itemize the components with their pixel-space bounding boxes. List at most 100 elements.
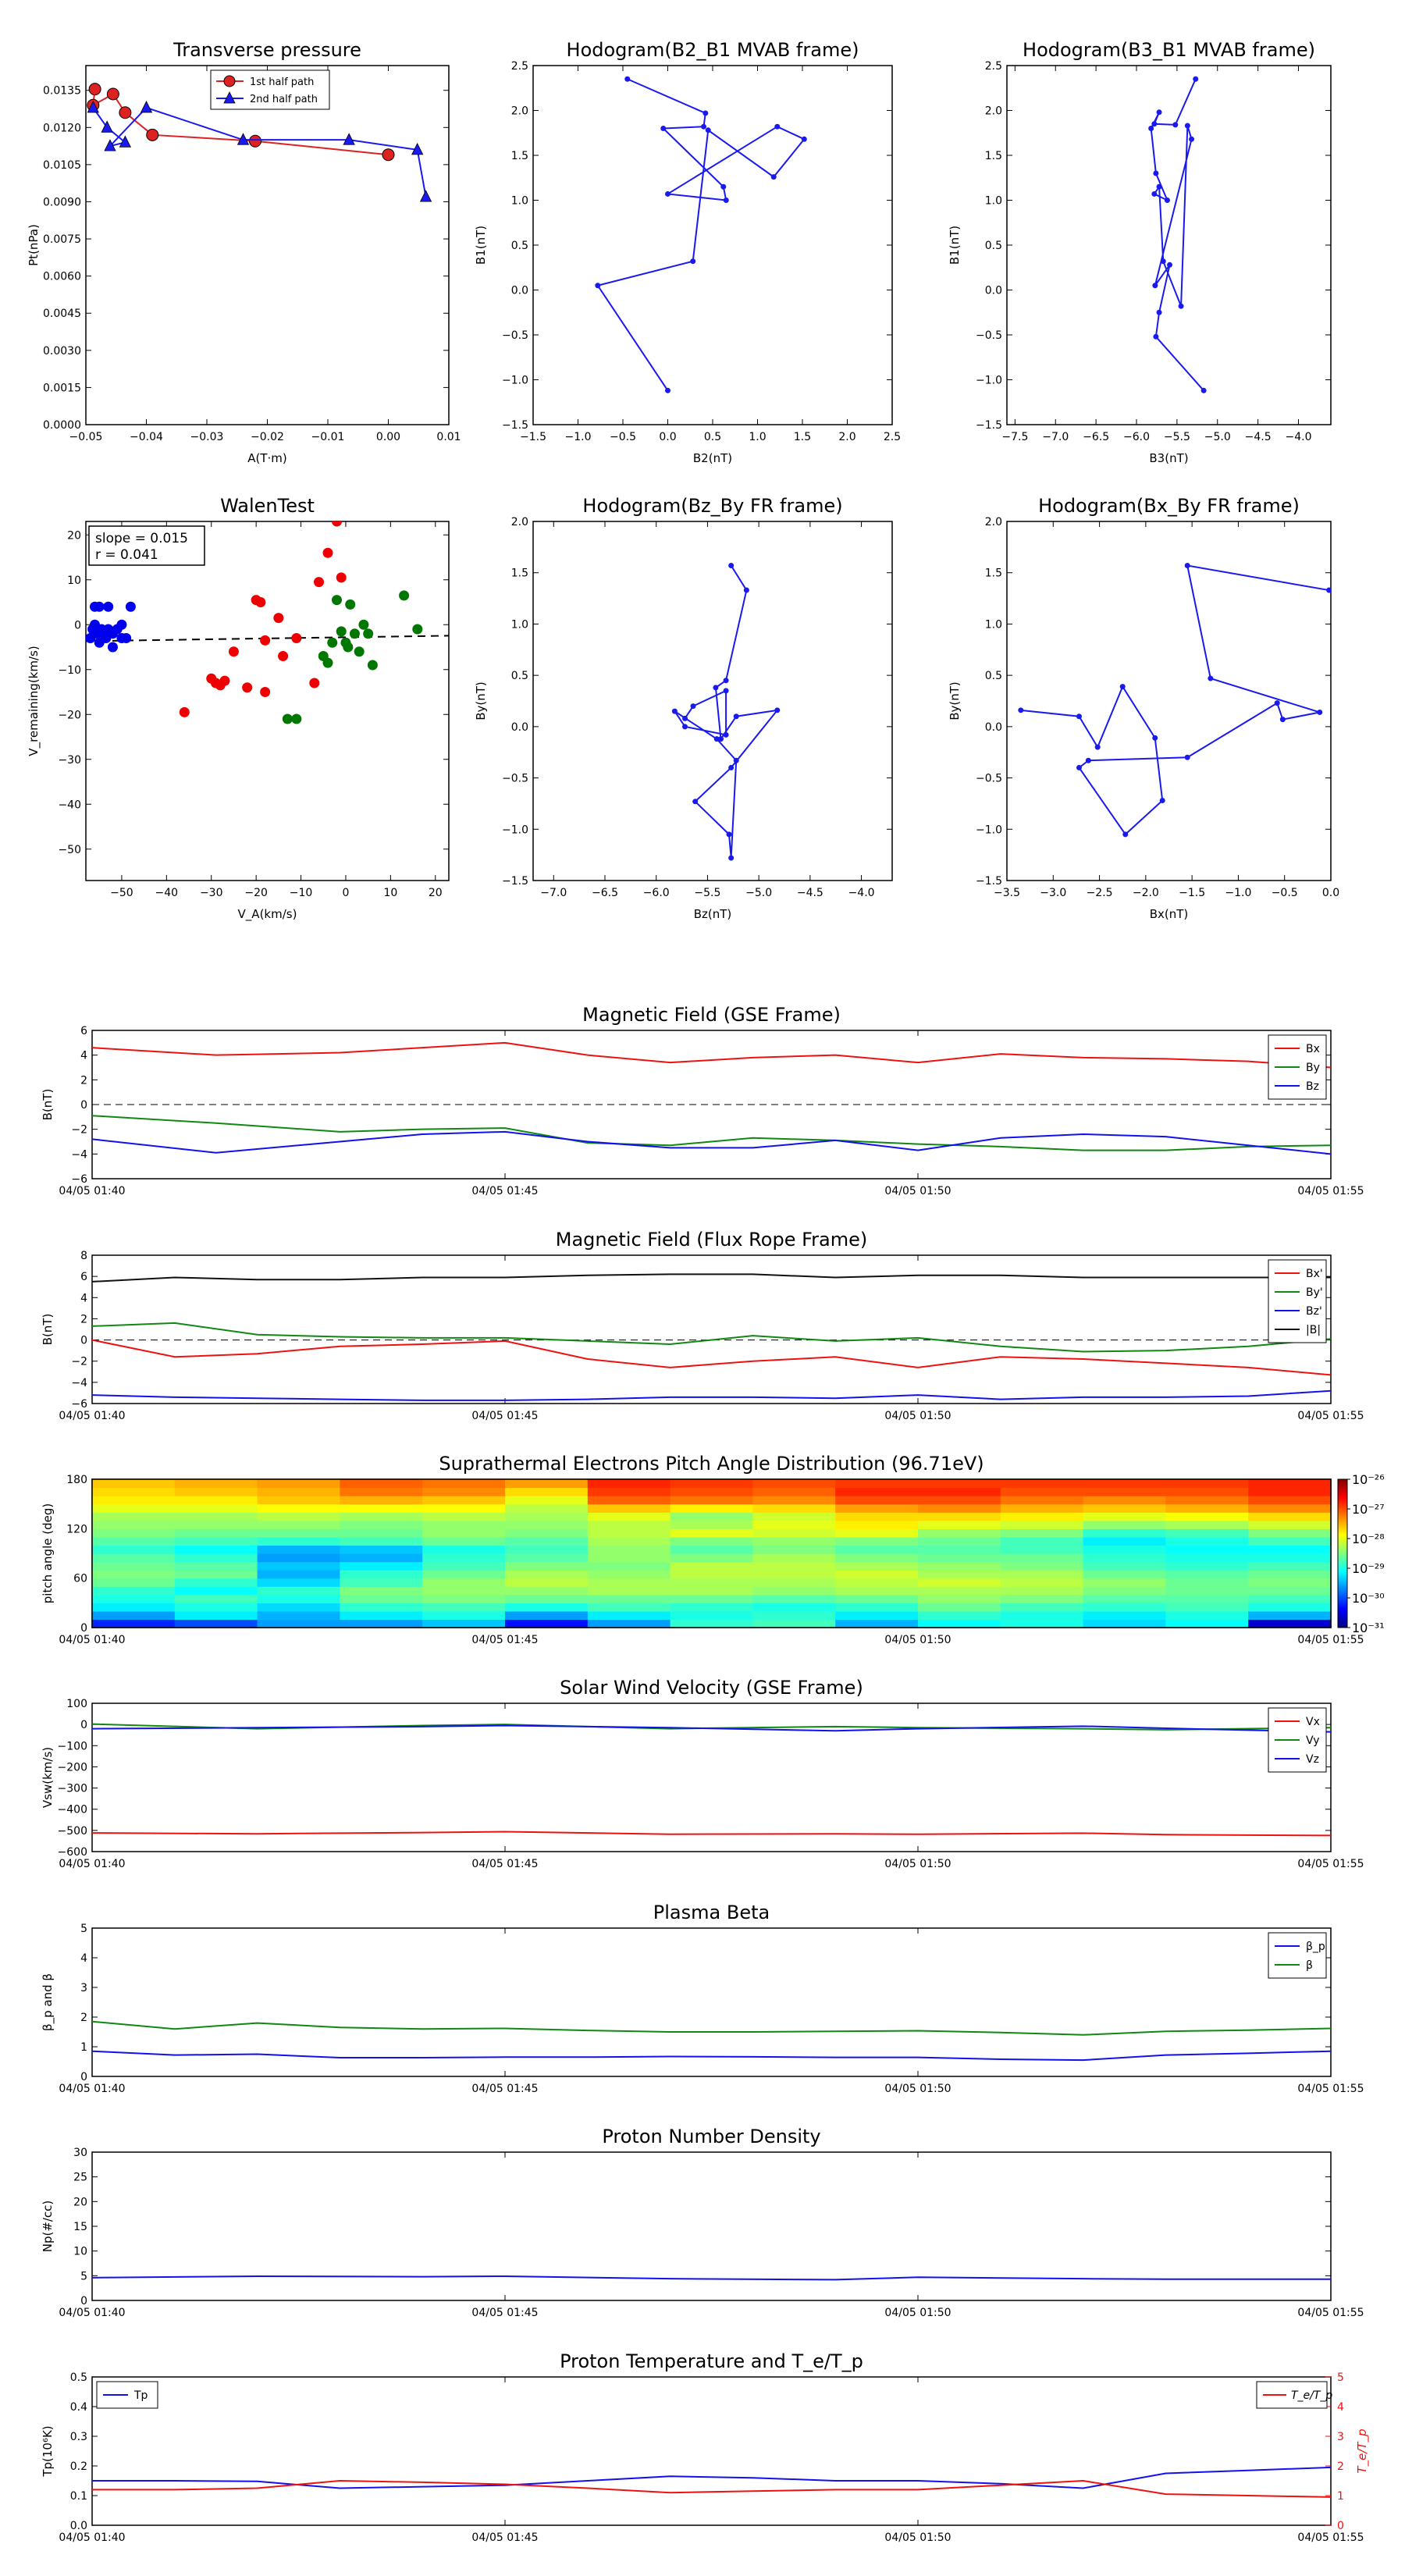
panel-title: Magnetic Field (Flux Rope Frame)	[556, 1229, 867, 1251]
heatmap-cell	[1165, 1594, 1249, 1603]
heatmap-cell	[1000, 1487, 1084, 1496]
heatmap-cell	[587, 1536, 671, 1546]
ts-ytick-label: 15	[73, 2221, 87, 2233]
data-point	[1184, 754, 1190, 760]
xtick-label: −4.5	[1245, 431, 1272, 443]
data-point	[91, 628, 102, 639]
xtick-label: 04/05 01:55	[1297, 1410, 1364, 1422]
heatmap-cell	[670, 1578, 753, 1587]
legend: β_p β	[1268, 1932, 1327, 1979]
xtick-label: 04/05 01:40	[59, 2083, 125, 2095]
data-point	[723, 731, 729, 738]
series-line-0	[596, 78, 806, 391]
ts-ytick-label: −2	[71, 1124, 87, 1137]
panel-ytick-label: −1.0	[976, 375, 1002, 387]
heatmap-cell	[752, 1603, 836, 1612]
data-point	[1208, 675, 1214, 681]
heatmap-cell	[835, 1586, 919, 1596]
heatmap-cell	[422, 1603, 506, 1612]
data-point	[343, 642, 354, 653]
plot-area	[92, 1273, 1331, 1401]
data-point	[702, 110, 709, 116]
heatmap-cell	[1248, 1561, 1332, 1571]
heatmap-cell	[752, 1578, 836, 1587]
ytick-right-label: 5	[1337, 2371, 1344, 2384]
heatmap-cell	[1248, 1545, 1332, 1554]
heatmap-cell	[1083, 1553, 1166, 1563]
heatmap-cell	[918, 1545, 1001, 1554]
legend-label: Bz'	[1306, 1305, 1322, 1318]
heatmap-cell	[752, 1528, 836, 1538]
heatmap-cell	[918, 1619, 1001, 1628]
legend: Vx Vy Vz	[1268, 1707, 1327, 1773]
heatmap-cell	[505, 1553, 589, 1563]
xtick-label: −4.5	[797, 887, 823, 899]
heatmap-cell	[835, 1578, 919, 1587]
y-axis-label: By(nT)	[948, 681, 962, 720]
legend-label: β	[1306, 1959, 1313, 1972]
xtick-label: −5.5	[694, 887, 720, 899]
panel-frame	[532, 65, 893, 425]
xtick-label: 04/05 01:55	[1297, 2083, 1364, 2095]
legend-label: Bx	[1306, 1043, 1320, 1055]
heatmap-cell	[918, 1487, 1001, 1496]
xtick-label: −7.0	[1042, 431, 1069, 443]
xtick-label: 0.0	[1322, 887, 1339, 899]
panel-title: Suprathermal Electrons Pitch Angle Distr…	[439, 1453, 984, 1475]
data-point	[1279, 717, 1286, 723]
panel-ytick-label: 0.0105	[43, 159, 81, 172]
heatmap-cell	[174, 1553, 258, 1563]
y-axis-label: Pt(nPa)	[27, 224, 41, 266]
heatmap-cell	[257, 1520, 340, 1529]
data-point	[1156, 109, 1162, 116]
data-point	[690, 703, 696, 710]
heatmap-cell	[422, 1479, 506, 1489]
heatmap-cell	[92, 1520, 176, 1529]
xtick-label: 04/05 01:45	[471, 2532, 538, 2544]
legend-label: Vx	[1306, 1716, 1320, 1728]
heatmap-cell	[835, 1594, 919, 1603]
panel-ytick-label: 1.0	[985, 195, 1002, 208]
xtick-label: −7.0	[540, 887, 567, 899]
heatmap-cell	[1165, 1603, 1249, 1612]
heatmap-cell	[1165, 1528, 1249, 1538]
heatmap-cell	[835, 1619, 919, 1628]
data-point	[260, 635, 271, 646]
xtick-label: 1.0	[749, 431, 766, 443]
heatmap-cell	[505, 1536, 589, 1546]
xtick-label: 04/05 01:45	[471, 2307, 538, 2319]
xtick-label: −0.5	[1272, 887, 1298, 899]
xtick-label: 04/05 01:40	[59, 1634, 125, 1646]
data-point	[291, 713, 302, 724]
heatmap-cell	[92, 1594, 176, 1603]
colorbar-label: 10⁻³⁰	[1352, 1591, 1385, 1606]
heatmap-cell	[422, 1520, 506, 1529]
heatmap-cell	[587, 1487, 671, 1496]
heatmap-cell	[422, 1578, 506, 1587]
data-point	[665, 190, 670, 197]
data-point	[720, 183, 727, 190]
data-point	[1018, 707, 1024, 713]
legend-marker	[223, 75, 236, 87]
series-line-2	[92, 1389, 1331, 1401]
panel-ytick-label: 0	[74, 619, 81, 632]
data-point	[382, 148, 395, 162]
heatmap-cell	[505, 1479, 589, 1489]
xtick-label: 04/05 01:45	[471, 2083, 538, 2095]
ts-ytick-label: −500	[58, 1825, 87, 1838]
heatmap-cell	[1165, 1520, 1249, 1529]
panel-1: Hodogram(B2_B1 MVAB frame) −1.5 −1.0 −0.5 0.…	[474, 39, 901, 465]
data-point	[237, 133, 250, 145]
heatmap-cell	[1083, 1496, 1166, 1505]
data-point	[692, 799, 699, 805]
heatmap-cell	[1248, 1586, 1332, 1596]
panel-ytick-label: 0.0	[511, 721, 528, 734]
xtick-label: 2.5	[884, 431, 901, 443]
data-point	[291, 633, 302, 643]
legend-label: Vy	[1306, 1735, 1320, 1747]
data-point	[801, 136, 807, 142]
heatmap-cell	[1165, 1496, 1249, 1505]
ts-ytick-label: 0.5	[70, 2371, 87, 2384]
panel-ytick-label: −0.5	[502, 773, 528, 785]
panel-ytick-label: 2.0	[511, 516, 528, 528]
